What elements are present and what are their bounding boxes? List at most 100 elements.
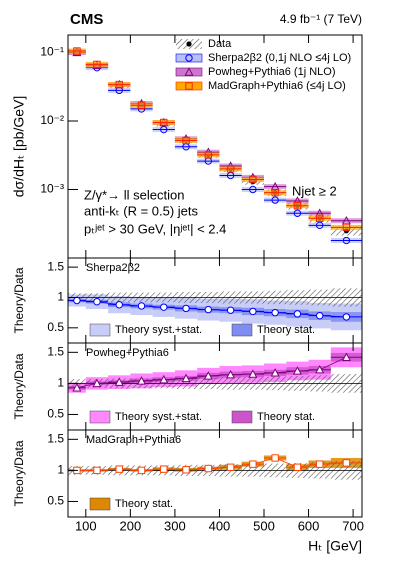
ratio-point [293,463,302,471]
y-axis-label: Theory/Data [12,353,26,419]
ratio-point [137,466,146,475]
legend-marker [184,67,194,76]
legend-swatch [175,53,203,63]
x-tick-label: 600 [298,518,320,533]
theory-point [293,202,302,210]
legend-label: Theory stat. [257,324,315,336]
legend-marker [185,54,193,62]
ratio-point [114,377,124,386]
panel-title: Powheg+Pythia6 [86,347,169,359]
ratio-point [315,364,325,374]
theory-point [73,47,81,55]
theory-point [204,151,213,159]
ratio-point [315,311,324,320]
theory-point [115,80,123,89]
x-tick-label: 500 [253,518,275,533]
x-tick-label: 400 [209,518,231,533]
theory-point [315,214,324,222]
ratio-point [181,373,191,383]
legend-label: Powheg+Pythia6 (1j NLO) [208,66,335,78]
panel-frame [67,429,363,518]
ratio-point [115,301,123,309]
chart-title: CMS [70,11,103,28]
ratio-point [182,304,190,313]
ratio-point [226,463,235,471]
x-axis-label: Hₜ [GeV] [308,538,362,554]
panel-title: Sherpa2β2 [86,262,140,274]
theory-point [271,196,279,204]
y-axis-label: Theory/Data [12,440,26,506]
annotation: Njet ≥ 2 [292,183,337,198]
annotation: anti-kₜ (R = 0.5) jets [84,203,199,218]
x-tick-label: 100 [75,518,97,533]
ratio-point [226,306,235,314]
x-tick-label: 700 [342,518,364,533]
legend-label: Data [208,38,232,50]
y-axis-label: dσ/dHₜ [pb/GeV] [11,96,27,198]
ratio-point [182,466,190,474]
ratio-point [249,460,257,468]
theory-point [293,209,302,217]
ratio-point [137,302,146,310]
y-tick-label: 1.5 [47,259,64,273]
ratio-point [271,454,279,462]
legend-label: Theory syst.+stat. [115,411,202,423]
annotation: pₜʲᵉᵗ > 30 GeV, |ηʲᵉᵗ| < 2.4 [84,221,226,236]
legend-label: Theory stat. [115,498,173,510]
y-axis-label: Theory/Data [12,267,26,333]
ratio-point [226,369,236,379]
ratio-point [115,465,123,473]
legend-swatch [231,323,253,337]
theory-point [137,101,146,109]
ratio-point [203,371,213,380]
theory-point [93,60,101,69]
ratio-point [93,466,101,475]
legend-swatch [89,323,111,337]
legend-swatch [231,410,253,424]
ratio-point [72,382,82,392]
legend-label: Sherpa2β2 (0,1j NLO ≤4j LO) [208,52,351,64]
ratio-point [204,305,213,314]
ratio-point [159,374,169,384]
ratio-point [204,464,213,473]
ratio-point [270,368,280,377]
ratio-point [341,352,351,361]
theory-point [249,175,257,184]
theory-point [249,185,257,194]
legend-marker [185,82,193,90]
legend-swatch [89,497,111,511]
ratio-point [293,310,302,318]
y-tick-label: 10⁻² [40,113,64,127]
ratio-point [248,369,258,378]
annotation: Z/γ*→ ll selection [84,187,184,202]
y-tick-label: 1 [57,290,64,304]
legend-swatch [175,81,203,91]
ratio-point [292,366,302,375]
legend-label: Theory stat. [257,411,315,423]
ratio-point [93,298,101,306]
legend-label: MadGraph+Pythia6 (≤4j LO) [208,80,346,92]
theory-point [342,236,351,245]
y-tick-label: 1.5 [47,344,64,358]
ratio-point [160,303,168,311]
ratio-point [136,376,147,385]
legend-swatch [89,410,111,424]
y-tick-label: 1 [57,376,64,390]
theory-point [342,223,351,232]
y-tick-label: 10⁻¹ [40,45,64,59]
x-tick-label: 300 [164,518,186,533]
theory-point [315,221,324,230]
x-tick-label: 200 [120,518,142,533]
y-tick-label: 1.5 [47,431,64,445]
ratio-point [342,459,351,467]
y-tick-label: 10⁻³ [40,182,64,196]
y-tick-label: 1 [57,463,64,477]
ratio-point [315,460,324,468]
theory-point [160,118,168,127]
theory-point [182,136,190,145]
theory-point [160,125,168,134]
ratio-point [249,307,257,316]
y-tick-label: 0.5 [47,407,64,421]
